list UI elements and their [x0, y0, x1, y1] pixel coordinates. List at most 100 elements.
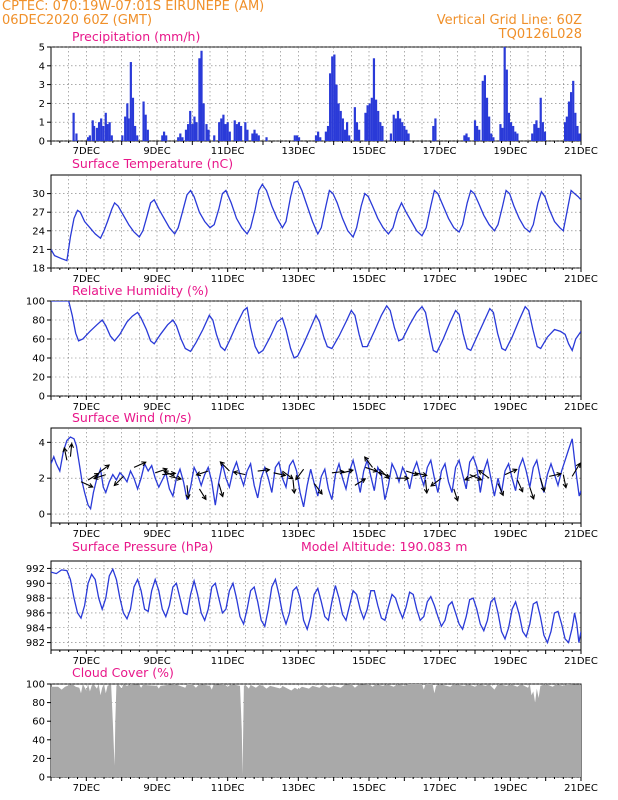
- wind-arrow: [477, 469, 490, 479]
- precip-bar: [235, 124, 238, 141]
- precip-bar: [87, 137, 90, 141]
- precip-bar: [100, 118, 103, 141]
- precip-bar: [295, 135, 299, 141]
- wind-arrow: [571, 462, 581, 477]
- precip-bar: [314, 135, 318, 141]
- precip-panel: 0 1 2 3 4 5 7DEC 9DEC 11DEC 13DEC 15DEC 17DEC 19DEC 2…: [39, 29, 598, 157]
- precip-bar: [372, 58, 376, 141]
- pres-xtick-label: 17DEC: [423, 656, 457, 667]
- cloud-xtick-label: 11DEC: [211, 783, 245, 794]
- precip-bar: [353, 107, 356, 141]
- precip-bar: [202, 103, 205, 141]
- wind-arrow: [62, 446, 68, 461]
- temp-line: [51, 180, 581, 262]
- precip-bar: [200, 50, 203, 141]
- precip-bar: [257, 135, 260, 141]
- precip-bar: [110, 135, 113, 141]
- precip-bar: [374, 99, 378, 141]
- pres-ytick-label: 986: [26, 608, 45, 619]
- precip-bar: [246, 129, 249, 141]
- rh-ytick-label: 0: [39, 392, 45, 403]
- precip-bar: [220, 118, 223, 141]
- precip-bar: [127, 118, 130, 141]
- temp-frame: [50, 174, 582, 269]
- precip-bar: [136, 135, 139, 141]
- temp-xtick-label: 9DEC: [143, 274, 170, 285]
- wind-panel: 0 2 4 7DEC 9DEC 11DEC 13DEC 15DEC 17DEC 19DEC 21DE…: [39, 410, 598, 540]
- precip-ytick-label: 5: [39, 43, 45, 54]
- precip-bar: [505, 69, 508, 141]
- temp-xtick-label: 19DEC: [493, 274, 527, 285]
- wind-arrow: [539, 478, 546, 493]
- precip-bar: [483, 75, 486, 141]
- precip-bar: [343, 129, 347, 141]
- header-station-line: CPTEC: 070:19W-07:01S EIRUNEPE (AM): [2, 0, 265, 14]
- pres-subtitle: Model Altitude: 190.083 m: [301, 539, 467, 554]
- precip-bar: [503, 47, 506, 141]
- header-grid-note: Vertical Grid Line: 60Z: [436, 13, 582, 28]
- precip-bar: [165, 135, 168, 141]
- precip-bar: [381, 125, 384, 141]
- cloud-cover-area: [51, 684, 581, 777]
- precip-bar: [348, 135, 351, 141]
- precip-bar: [228, 131, 231, 141]
- precip-bar: [91, 120, 94, 141]
- precip-title: Precipitation (mm/h): [72, 29, 200, 44]
- precip-bar: [366, 105, 369, 141]
- wind-arrow: [185, 485, 191, 500]
- pres-xtick-label: 9DEC: [143, 656, 170, 667]
- precip-bar: [335, 84, 338, 141]
- cloud-ytick-label: 60: [32, 717, 45, 728]
- rh-xtick-label: 15DEC: [352, 402, 386, 413]
- temp-marks: [51, 180, 581, 262]
- precip-bar: [218, 122, 221, 141]
- pres-xtick-label: 11DEC: [211, 656, 245, 667]
- cloud-title: Cloud Cover (%): [72, 665, 174, 680]
- rh-ytick-label: 40: [32, 354, 45, 365]
- precip-bar: [226, 122, 229, 141]
- header-date-line: 06DEC2020 60Z (GMT): [2, 13, 153, 28]
- wind-xtick-label: 13DEC: [281, 529, 315, 540]
- precip-bar: [368, 103, 371, 141]
- wind-arrow: [198, 488, 207, 501]
- temp-xtick-label: 15DEC: [352, 274, 386, 285]
- precip-bar: [337, 103, 340, 141]
- precip-bar: [195, 122, 198, 141]
- precip-bar: [95, 127, 99, 141]
- wind-arrow: [282, 470, 294, 480]
- precip-xtick-label: 9DEC: [143, 146, 170, 157]
- precip-bar: [233, 120, 236, 141]
- precip-bar: [184, 129, 188, 141]
- wind-arrow: [133, 461, 147, 468]
- pres-xtick-label: 13DEC: [281, 656, 315, 667]
- precip-bar: [102, 125, 105, 141]
- precip-bar: [576, 125, 579, 141]
- wind-arrow: [430, 477, 442, 487]
- rh-xtick-label: 13DEC: [281, 402, 315, 413]
- precip-bar: [121, 135, 124, 141]
- precip-bar: [405, 129, 408, 141]
- wind-arrow: [529, 486, 536, 500]
- precip-bar: [104, 112, 107, 141]
- precip-bar: [265, 137, 268, 141]
- wind-arrow: [423, 479, 430, 495]
- precip-bar: [297, 137, 301, 141]
- precip-bar: [207, 129, 210, 141]
- rh-marks: [51, 301, 581, 359]
- wind-arrow: [549, 472, 563, 478]
- precip-bar: [162, 131, 166, 141]
- wind-arrow: [163, 470, 175, 477]
- cloud-ytick-label: 20: [32, 754, 45, 765]
- rh-xtick-label: 17DEC: [423, 402, 457, 413]
- wind-arrow: [395, 475, 410, 481]
- precip-bar: [463, 135, 466, 141]
- precip-bar: [355, 122, 359, 141]
- precip-bar: [370, 97, 373, 141]
- precip-bar: [492, 137, 495, 141]
- temp-ytick-label: 30: [32, 189, 45, 200]
- precip-ytick-label: 1: [39, 118, 45, 129]
- precip-bar: [222, 114, 225, 141]
- precip-xtick-label: 7DEC: [73, 146, 100, 157]
- pres-marks: [51, 567, 581, 645]
- precip-bar: [133, 125, 137, 141]
